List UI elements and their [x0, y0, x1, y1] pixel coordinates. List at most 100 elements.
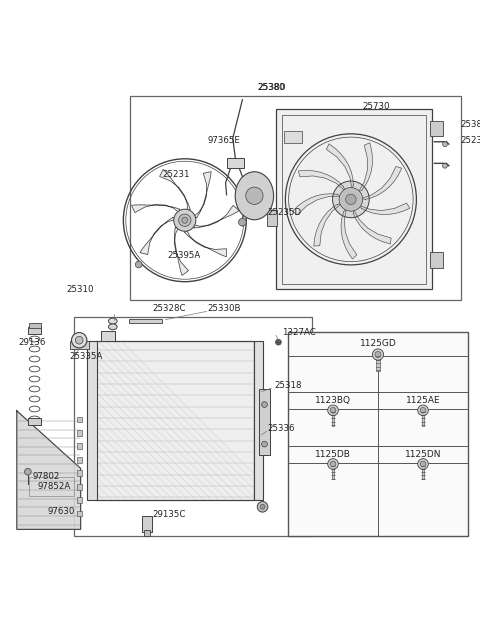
Ellipse shape: [108, 318, 117, 324]
Circle shape: [375, 352, 381, 357]
Polygon shape: [185, 228, 227, 257]
Polygon shape: [160, 169, 190, 213]
Text: 1125GD: 1125GD: [360, 339, 396, 348]
Polygon shape: [17, 411, 81, 529]
Bar: [276, 109, 432, 289]
Polygon shape: [174, 225, 189, 276]
Circle shape: [276, 339, 281, 345]
Text: 25330B: 25330B: [207, 304, 241, 313]
Bar: [288, 332, 468, 536]
Text: 25336: 25336: [268, 424, 295, 433]
Bar: [77, 484, 82, 489]
Circle shape: [262, 441, 267, 447]
Text: 1125AE: 1125AE: [406, 396, 440, 405]
Text: 25385B: 25385B: [461, 120, 480, 129]
Bar: [144, 530, 150, 536]
Circle shape: [260, 504, 265, 509]
Polygon shape: [314, 204, 341, 246]
Circle shape: [418, 459, 428, 469]
Text: 1123BQ: 1123BQ: [315, 396, 351, 405]
Text: 1125DN: 1125DN: [405, 450, 441, 459]
Bar: [376, 354, 380, 371]
Text: 29135C: 29135C: [153, 511, 186, 520]
Bar: [421, 463, 424, 479]
Polygon shape: [140, 218, 177, 254]
Circle shape: [330, 461, 336, 467]
Circle shape: [443, 142, 447, 147]
Bar: [28, 327, 41, 334]
Bar: [77, 444, 82, 450]
Circle shape: [24, 468, 31, 475]
Polygon shape: [359, 143, 372, 192]
Text: 25380: 25380: [257, 83, 285, 92]
Polygon shape: [353, 209, 391, 244]
Circle shape: [257, 502, 268, 512]
Bar: [77, 497, 82, 503]
Bar: [28, 419, 41, 425]
Circle shape: [246, 187, 263, 204]
Text: 97802: 97802: [33, 472, 60, 481]
Bar: [77, 417, 82, 422]
Bar: [70, 341, 89, 349]
Text: 97852A: 97852A: [37, 482, 71, 491]
Polygon shape: [341, 209, 357, 259]
Text: 29136: 29136: [18, 337, 46, 346]
Bar: [87, 341, 97, 500]
Circle shape: [182, 217, 188, 223]
Text: 25310: 25310: [66, 285, 94, 294]
Circle shape: [72, 332, 87, 348]
Polygon shape: [132, 205, 181, 214]
Bar: [282, 115, 426, 283]
Bar: [74, 317, 312, 536]
Bar: [96, 341, 254, 500]
Text: 1125DB: 1125DB: [315, 450, 351, 459]
Bar: [77, 430, 82, 436]
Bar: [130, 97, 461, 300]
Circle shape: [262, 402, 267, 408]
Bar: [29, 323, 41, 328]
Polygon shape: [292, 194, 341, 215]
Circle shape: [330, 408, 336, 413]
Bar: [142, 516, 152, 532]
Text: 25231: 25231: [162, 169, 190, 178]
Ellipse shape: [108, 324, 117, 330]
Polygon shape: [192, 171, 211, 218]
Bar: [332, 463, 335, 479]
Bar: [227, 158, 244, 168]
Circle shape: [339, 187, 363, 211]
Text: 25235D: 25235D: [268, 208, 302, 217]
Bar: [430, 121, 443, 137]
Circle shape: [443, 164, 447, 168]
Circle shape: [418, 405, 428, 415]
Text: 25335A: 25335A: [70, 352, 103, 361]
Bar: [77, 511, 82, 516]
Bar: [421, 410, 424, 426]
Bar: [254, 341, 263, 500]
Text: 25235: 25235: [461, 136, 480, 145]
Bar: [101, 330, 115, 341]
Text: 97365E: 97365E: [207, 136, 240, 145]
Bar: [267, 209, 277, 226]
Text: 25318: 25318: [275, 381, 302, 390]
Bar: [259, 389, 270, 455]
Circle shape: [333, 181, 369, 218]
Circle shape: [420, 408, 426, 413]
Polygon shape: [326, 144, 353, 189]
Text: 25730: 25730: [362, 102, 390, 111]
Bar: [77, 470, 82, 476]
Bar: [129, 319, 162, 323]
Polygon shape: [361, 167, 402, 200]
Bar: [430, 252, 443, 268]
Polygon shape: [191, 205, 239, 228]
Circle shape: [346, 194, 356, 205]
Circle shape: [328, 459, 338, 469]
Polygon shape: [299, 171, 345, 191]
Circle shape: [179, 214, 191, 227]
Text: 25380: 25380: [257, 83, 286, 92]
Text: 25328C: 25328C: [153, 304, 186, 313]
Bar: [332, 410, 335, 426]
Circle shape: [135, 261, 142, 268]
Circle shape: [239, 218, 246, 226]
Circle shape: [174, 209, 196, 231]
Circle shape: [420, 461, 426, 467]
